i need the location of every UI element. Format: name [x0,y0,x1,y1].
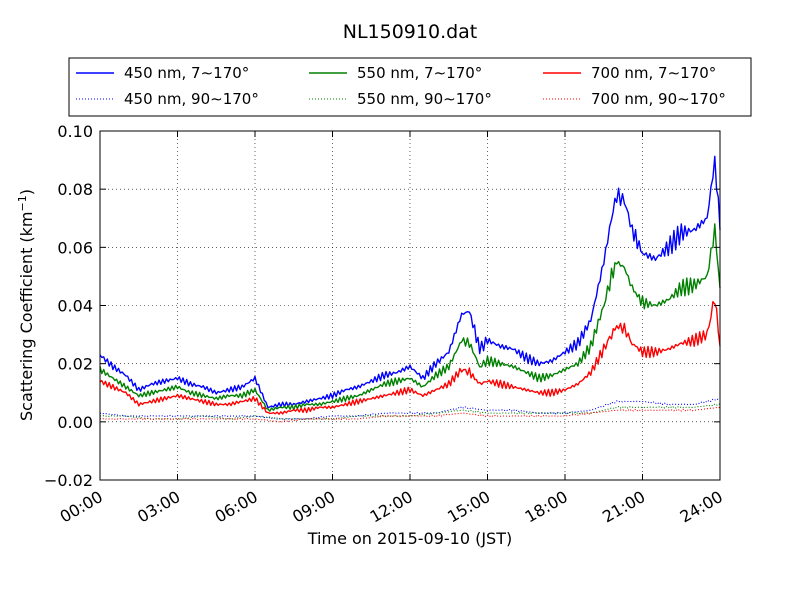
y-tick-label: 0.04 [57,297,93,316]
legend-label-1: 550 nm, 7∼170° [357,64,482,82]
legend-label-0: 450 nm, 7∼170° [124,64,249,82]
legend: 450 nm, 7∼170° 550 nm, 7∼170° 700 nm, 7∼17… [68,57,752,117]
y-axis-label-close: ) [17,189,36,195]
legend-box [68,57,752,117]
legend-label-3: 450 nm, 90∼170° [124,90,259,108]
series-line-4 [99,403,721,421]
series-line-1 [99,223,721,412]
y-tick-label: −0.02 [44,471,93,490]
grid [100,131,720,480]
legend-label-5: 700 nm, 90∼170° [591,90,726,108]
x-axis-label: Time on 2015-09-10 (JST) [307,529,512,548]
y-tick-label: 0.06 [57,238,93,257]
series-line-0 [99,155,721,409]
y-axis-label-main: Scattering Coefficient (km [17,211,36,421]
y-tick-label: 0.10 [57,122,93,141]
series-line-5 [99,406,721,423]
y-tick-label: 0.08 [57,180,93,199]
y-tick-label: 0.00 [57,413,93,432]
chart-title: NL150910.dat [343,21,478,43]
legend-label-2: 700 nm, 7∼170° [591,64,716,82]
y-axis-label: Scattering Coefficient (km−1) [16,189,36,421]
y-axis-label-sup: −1 [16,195,29,211]
series-line-2 [99,301,721,415]
y-tick-label: 0.02 [57,355,93,374]
series-layer [99,155,721,423]
legend-label-4: 550 nm, 90∼170° [357,90,492,108]
